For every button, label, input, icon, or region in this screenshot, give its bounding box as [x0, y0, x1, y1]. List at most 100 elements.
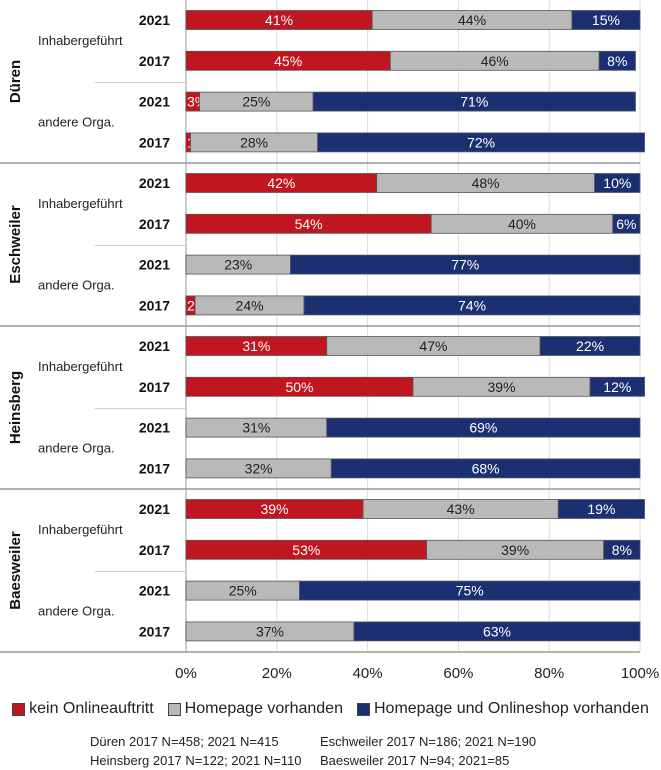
data-label: 45% [274, 53, 302, 69]
legend-item-homepage: Homepage vorhanden [167, 700, 343, 718]
bar-segment [290, 254, 641, 275]
data-label: 31% [242, 338, 270, 354]
x-tick-label: 80% [534, 665, 564, 682]
data-label: 25% [229, 583, 257, 599]
bar-segment [353, 621, 641, 642]
data-label: 77% [451, 257, 479, 273]
bar-segment [539, 336, 641, 356]
year-label: 2017 [139, 460, 170, 476]
legend-swatch [167, 702, 181, 716]
year-label: 2021 [139, 420, 170, 436]
data-label: 54% [295, 216, 323, 232]
bar-segment [594, 173, 641, 193]
x-tick-label: 100% [621, 665, 659, 682]
x-tick-label: 20% [262, 665, 292, 682]
legend-label: Homepage vorhanden [184, 700, 343, 717]
subgroup-label: andere Orga. [38, 604, 115, 619]
subgroup-label: Inhabergeführt [38, 196, 123, 211]
data-label: 48% [472, 175, 500, 191]
data-label: 46% [481, 53, 509, 69]
data-label: 41% [265, 12, 293, 28]
data-label: 25% [242, 94, 270, 110]
data-label: 15% [592, 12, 620, 28]
data-label: 39% [488, 379, 516, 395]
legend-item-kein-online: kein Onlineauftritt [12, 700, 154, 718]
x-tick-label: 60% [443, 665, 473, 682]
data-label: 72% [467, 134, 495, 150]
year-label: 2021 [139, 12, 170, 28]
city-label: Heinsberg [7, 371, 24, 444]
bar-segment [326, 417, 641, 438]
data-label: 71% [460, 94, 488, 110]
legend-label: Homepage und Onlineshop vorhanden [373, 700, 649, 717]
data-label: 50% [285, 379, 313, 395]
data-label: 40% [508, 216, 536, 232]
data-label: 24% [236, 297, 264, 313]
subgroup-label: andere Orga. [38, 441, 115, 456]
subgroup-label: andere Orga. [38, 278, 115, 293]
data-label: 32% [245, 460, 273, 476]
year-label: 2017 [139, 297, 170, 313]
note: Heinsberg 2017 N=122; 2021 N=110 [90, 753, 302, 768]
data-label: 47% [419, 338, 447, 354]
sample-notes: Düren 2017 N=458; 2021 N=415 Eschweiler … [90, 734, 580, 768]
data-label: 12% [603, 379, 631, 395]
data-label: 43% [447, 501, 475, 517]
data-label: 74% [458, 297, 486, 313]
data-label: 37% [256, 623, 284, 639]
data-label: 10% [603, 175, 631, 191]
data-label: 8% [612, 542, 632, 558]
data-label: 42% [267, 175, 295, 191]
year-label: 2021 [139, 583, 170, 599]
subgroup-label: Inhabergeführt [38, 359, 123, 374]
bar-segment [299, 580, 641, 601]
data-label: 75% [456, 583, 484, 599]
year-label: 2021 [139, 175, 170, 191]
year-label: 2017 [139, 379, 170, 395]
bar-segment [571, 10, 641, 30]
year-label: 2017 [139, 134, 170, 150]
legend: kein Onlineauftritt Homepage vorhanden H… [0, 700, 661, 718]
year-label: 2017 [139, 216, 170, 232]
year-label: 2017 [139, 623, 170, 639]
data-label: 53% [292, 542, 320, 558]
city-label: Baesweiler [7, 531, 24, 610]
bar-segment [603, 539, 641, 560]
data-label: 19% [587, 501, 615, 517]
legend-swatch [12, 702, 26, 716]
stacked-bar-chart: 0% 20% 40% 60% 80% 100% Düren Inhabergeführt 202… [0, 0, 659, 682]
bar-segment [557, 499, 645, 519]
bar-segment [312, 91, 636, 112]
bar-segment [612, 213, 641, 234]
year-label: 2021 [139, 338, 170, 354]
subgroup-label: Inhabergeführt [38, 33, 123, 48]
data-label: 28% [240, 134, 268, 150]
data-label: 39% [501, 542, 529, 558]
city-label: Eschweiler [7, 205, 24, 284]
legend-item-onlineshop: Homepage und Onlineshop vorhanden [356, 700, 649, 718]
bar-segment [317, 132, 645, 153]
data-label: 8% [607, 53, 627, 69]
data-label: 6% [616, 216, 636, 232]
data-label: 69% [469, 420, 497, 436]
subgroup-label: andere Orga. [38, 115, 115, 130]
note: Eschweiler 2017 N=186; 2021 N=190 [320, 734, 537, 749]
x-tick-label: 40% [353, 665, 383, 682]
data-label: 63% [483, 623, 511, 639]
bar-segment [589, 376, 645, 397]
data-label: 31% [242, 420, 270, 436]
note: Baesweiler 2017 N=94; 2021=85 [320, 753, 510, 768]
year-label: 2021 [139, 501, 170, 517]
x-tick-label: 0% [175, 665, 197, 682]
data-label: 44% [458, 12, 486, 28]
data-label: 22% [576, 338, 604, 354]
bar-segment [303, 295, 641, 316]
subgroup-label: Inhabergeführt [38, 522, 123, 537]
data-label: 39% [261, 501, 289, 517]
data-label: 68% [472, 460, 500, 476]
year-label: 2021 [139, 94, 170, 110]
bar-segment [330, 458, 641, 479]
year-label: 2017 [139, 542, 170, 558]
legend-label: kein Onlineauftritt [29, 700, 154, 717]
